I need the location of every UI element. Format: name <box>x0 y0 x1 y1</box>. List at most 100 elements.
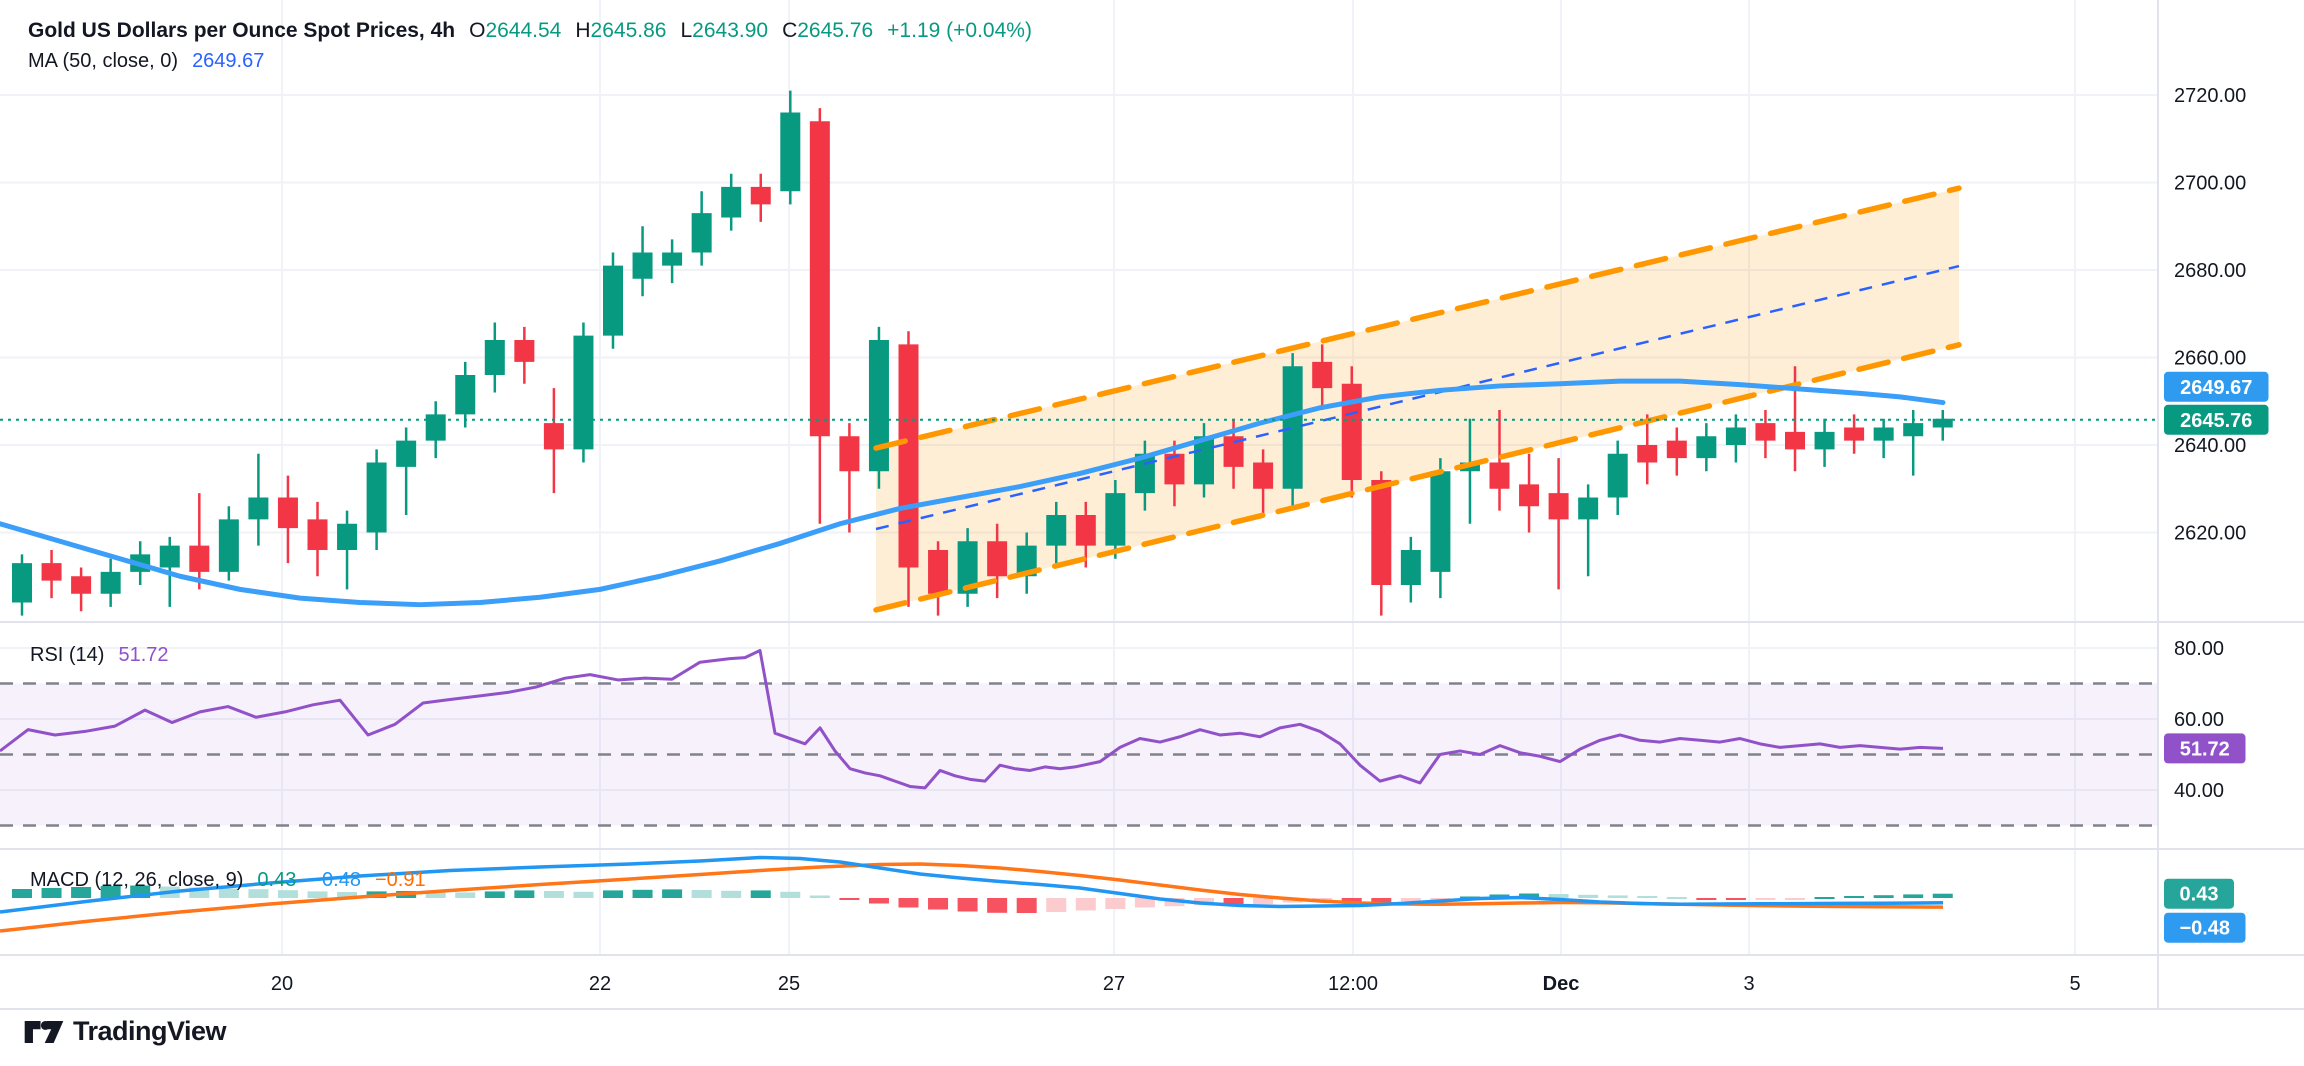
ma50-polyline <box>0 378 1946 608</box>
candle <box>1430 458 1451 599</box>
candle-body <box>41 563 62 581</box>
candle-body <box>1341 383 1362 480</box>
candle <box>1489 410 1510 511</box>
symbol-legend-row[interactable]: Gold US Dollars per Ounce Spot Prices, 4… <box>28 16 1032 46</box>
channel-area[interactable] <box>876 188 1959 610</box>
time-tick-label-3: 3 <box>1743 973 1754 995</box>
macd-legend-row[interactable]: MACD (12, 26, close, 9) 0.43 −0.48 −0.91 <box>30 869 426 892</box>
candle-body <box>337 523 358 550</box>
macd-histogram-bar <box>1400 898 1421 902</box>
candle <box>1873 418 1894 459</box>
macd-hist-value: 0.43 <box>257 869 297 891</box>
legend: Gold US Dollars per Ounce Spot Prices, 4… <box>28 16 1032 76</box>
macd-histogram-bar <box>218 888 239 898</box>
macd-line-badge-text: −0.48 <box>2179 918 2230 940</box>
time-tick-label-Dec: Dec <box>1543 973 1580 995</box>
candle-body <box>1046 515 1067 546</box>
macd-histogram-bar <box>100 886 121 898</box>
macd-histogram-bar <box>573 891 594 898</box>
price-tick-label: 2620.00 <box>2174 523 2246 545</box>
time-axis[interactable]: 20 22 25 27 12:00 Dec 3 5 <box>271 973 2081 995</box>
candle-body <box>1430 471 1451 572</box>
candle <box>1164 440 1185 507</box>
candle <box>455 361 476 428</box>
candle <box>1519 453 1540 533</box>
macd-histogram-bar <box>1075 898 1096 911</box>
price-axis[interactable]: 2720.00 2700.00 2680.00 2660.00 2640.00 2620.… <box>2174 85 2246 802</box>
macd-histogram-bar <box>809 895 830 898</box>
candle <box>809 108 830 524</box>
macd-histogram-bar <box>1430 898 1451 900</box>
candle-body <box>248 497 269 520</box>
macd-histogram-bar <box>12 889 32 898</box>
channel-upper-line[interactable] <box>873 185 1962 451</box>
candles <box>12 90 1953 616</box>
high-label: H <box>575 19 591 42</box>
candle-body <box>455 375 476 415</box>
candle <box>1371 471 1392 616</box>
macd-histogram-bar <box>1755 898 1776 900</box>
candle-body <box>1282 366 1303 489</box>
candle-body <box>514 340 535 362</box>
candle <box>721 173 742 231</box>
candle <box>1282 353 1303 507</box>
candle <box>484 322 505 393</box>
candle <box>632 226 653 297</box>
candle-body <box>632 252 653 279</box>
open-label: O <box>469 19 486 42</box>
candle <box>337 510 358 590</box>
macd-histogram-bar <box>189 887 210 898</box>
pane-separators[interactable] <box>0 0 2304 1010</box>
trend-channel-fill[interactable] <box>876 188 1959 610</box>
macd-histogram-bar <box>603 890 623 898</box>
candle <box>780 90 801 205</box>
candle-body <box>396 440 417 467</box>
candle <box>1666 427 1687 476</box>
macd-histogram-bar <box>1607 895 1628 898</box>
rsi-badge-text: 51.72 <box>2180 738 2230 760</box>
candle-body <box>1016 545 1037 577</box>
candle-body <box>928 550 949 594</box>
tradingview-brand[interactable]: TradingView <box>24 1016 227 1047</box>
candle-body <box>1519 484 1540 507</box>
candle-body <box>366 462 387 533</box>
macd-histogram-bar <box>1341 898 1362 902</box>
time-tick-label-5: 5 <box>2069 973 2080 995</box>
macd-hist-badge: 0.43 <box>2164 878 2234 909</box>
candle-body <box>662 252 683 266</box>
macd-histogram-bar <box>277 890 298 898</box>
time-tick-label-25: 25 <box>778 973 800 995</box>
macd-histogram-bar <box>780 891 801 898</box>
candle <box>41 550 62 599</box>
candle-body <box>1785 431 1805 450</box>
macd-polyline <box>0 855 1944 914</box>
macd-histogram-bar <box>632 889 653 898</box>
macd-histogram-bar <box>1696 898 1717 900</box>
rsi-tick-label: 80.00 <box>2174 638 2224 660</box>
macd-histogram-bar <box>455 892 476 898</box>
macd-histogram-bar <box>307 891 328 898</box>
candle <box>1578 484 1599 577</box>
rsi-tick-label: 60.00 <box>2174 709 2224 731</box>
ma-legend-row[interactable]: MA (50, close, 0) 2649.67 <box>28 46 1032 76</box>
macd-histogram-bar <box>1725 898 1746 900</box>
candle-body <box>100 571 121 594</box>
candle <box>1016 532 1037 594</box>
tradingview-logo-icon <box>24 1019 64 1045</box>
ma-price-badge-text: 2649.67 <box>2180 377 2252 399</box>
candle <box>868 326 889 489</box>
candle <box>425 401 446 459</box>
candle <box>750 173 771 222</box>
close-value: 2645.76 <box>797 19 874 42</box>
candle-body <box>780 112 801 192</box>
price-tick-label: 2720.00 <box>2174 85 2246 107</box>
candle <box>1194 423 1214 498</box>
high-value: 2645.86 <box>590 19 667 42</box>
macd-histogram-bar <box>1903 894 1924 898</box>
price-tick-label: 2640.00 <box>2174 435 2246 457</box>
candle-body <box>1578 497 1599 520</box>
channel-middle-line[interactable] <box>875 264 1960 531</box>
rsi-legend-row[interactable]: RSI (14) 51.72 <box>30 644 169 667</box>
candle <box>1755 410 1776 459</box>
